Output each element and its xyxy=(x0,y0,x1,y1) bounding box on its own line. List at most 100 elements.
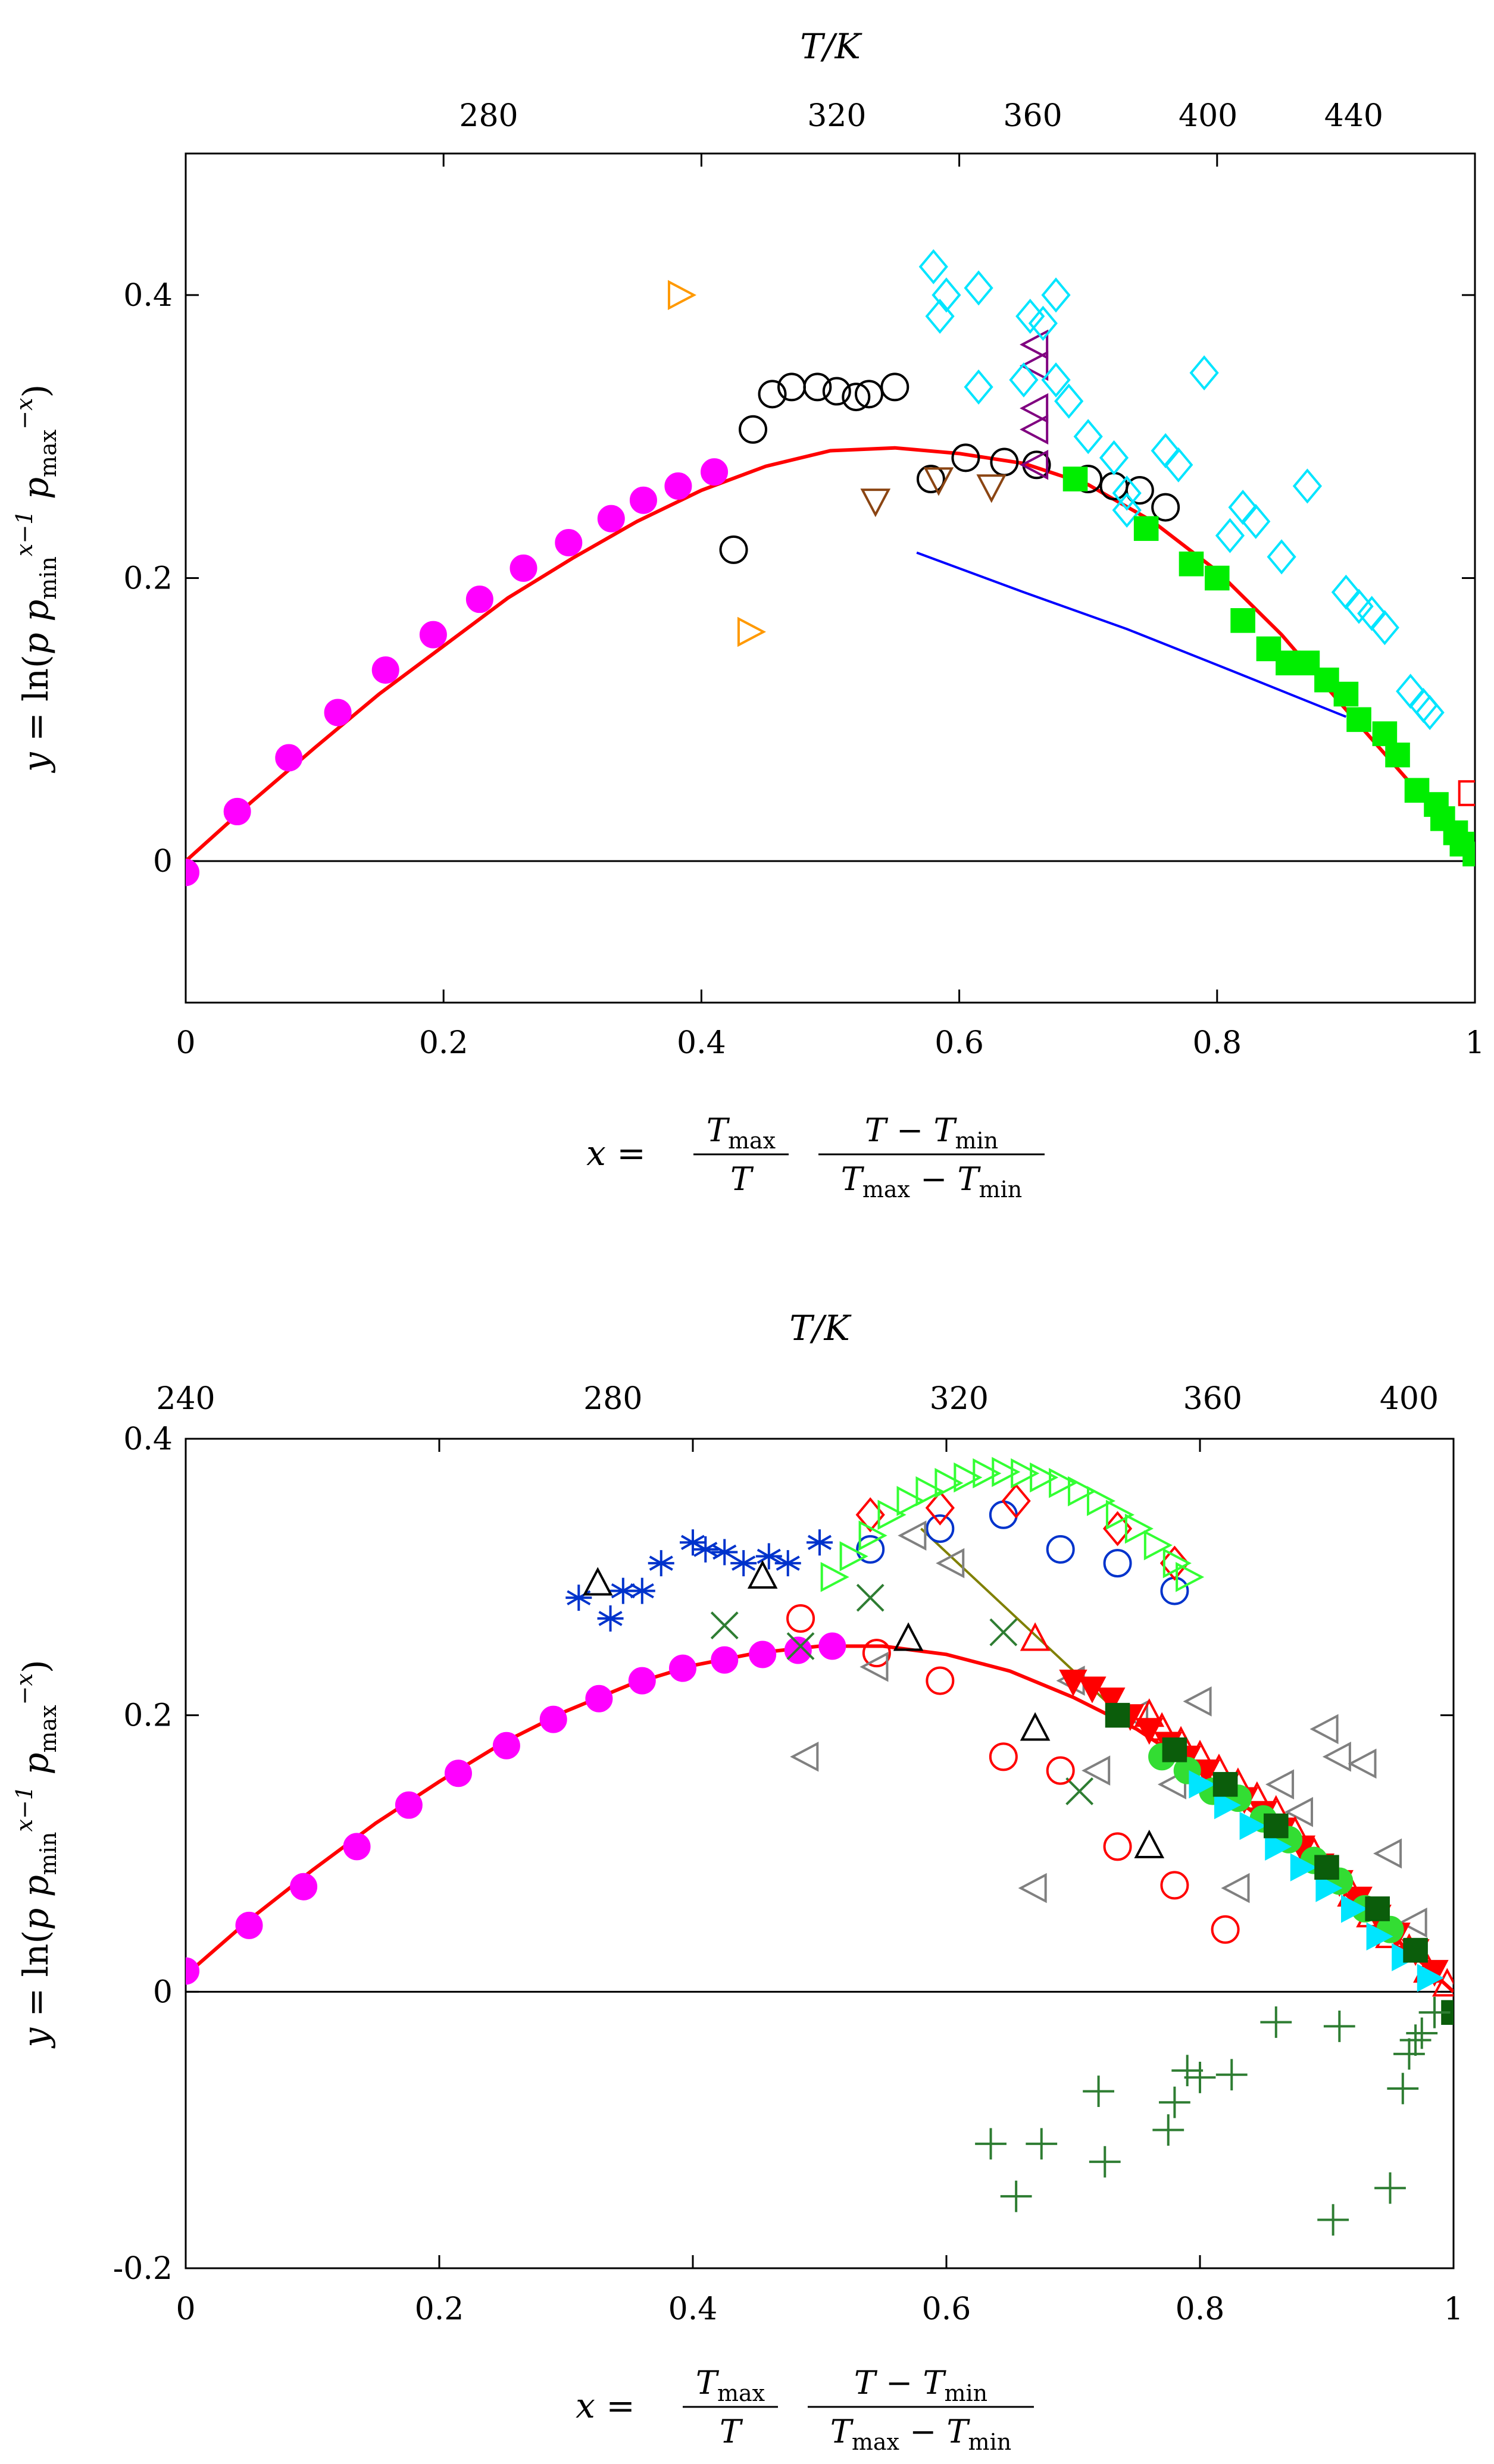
data-point xyxy=(343,1833,371,1861)
series-black-triangles xyxy=(582,1560,1165,1858)
top-tick-label: 400 xyxy=(1380,1381,1439,1417)
data-point xyxy=(1124,1513,1154,1544)
data-point xyxy=(877,1499,907,1530)
data-point xyxy=(1020,329,1049,360)
data-point xyxy=(1105,1499,1135,1530)
x-tick-label: 0.6 xyxy=(934,1025,984,1061)
data-point xyxy=(1049,1468,1078,1498)
data-point xyxy=(790,1742,819,1772)
series-blue-stars xyxy=(565,1529,833,1632)
series-blue-circles xyxy=(856,1500,1189,1605)
data-point xyxy=(1157,1769,1186,1800)
series-magenta xyxy=(186,458,729,887)
data-point xyxy=(880,372,909,402)
data-point xyxy=(923,467,954,496)
data-point xyxy=(597,505,625,533)
data-point xyxy=(186,1957,199,1985)
data-point xyxy=(1432,1968,1454,1997)
data-point xyxy=(582,1567,613,1596)
svg-text:Tmax − Tmin: Tmax − Tmin xyxy=(830,2413,1011,2455)
data-point xyxy=(1211,1915,1240,1944)
series-magenta xyxy=(186,1632,846,1985)
data-point xyxy=(1105,1702,1130,1728)
data-point xyxy=(1189,355,1219,391)
data-point xyxy=(749,1640,777,1668)
data-point xyxy=(701,458,729,486)
data-point xyxy=(1103,1832,1132,1861)
data-point xyxy=(1020,1712,1051,1741)
data-point xyxy=(275,744,303,772)
data-point xyxy=(1290,1853,1317,1881)
data-point xyxy=(444,1759,472,1787)
data-point xyxy=(1059,1669,1087,1696)
data-point xyxy=(807,1529,833,1556)
plot-frame xyxy=(185,152,1476,1004)
data-point xyxy=(1164,447,1193,483)
series-cyan-filled xyxy=(1189,1770,1444,1992)
data-point xyxy=(854,380,883,409)
data-point xyxy=(858,1520,887,1551)
data-point xyxy=(692,1536,719,1563)
y-tick-label: 0.2 xyxy=(123,561,173,597)
data-point xyxy=(1415,694,1445,730)
data-point xyxy=(395,1791,423,1819)
top-tick-label: 320 xyxy=(930,1381,989,1417)
data-point xyxy=(1341,1895,1368,1923)
data-point xyxy=(934,1468,964,1498)
data-point xyxy=(1417,1964,1444,1992)
data-point xyxy=(1215,518,1245,553)
data-point xyxy=(585,1685,613,1712)
data-point xyxy=(1365,1896,1390,1921)
data-point xyxy=(1393,2038,1425,2070)
curve-fit xyxy=(186,446,1475,863)
data-point xyxy=(1171,2055,1204,2087)
svg-text:T − Tmin: T − Tmin xyxy=(865,1112,998,1154)
series-lime-triangles xyxy=(820,1457,1205,1592)
data-point xyxy=(954,1462,983,1493)
data-point xyxy=(1212,1772,1238,1797)
data-point xyxy=(975,2128,1007,2160)
plot-area xyxy=(186,1457,1454,2236)
data-point xyxy=(1159,1545,1190,1581)
data-point xyxy=(1020,350,1049,381)
data-point xyxy=(1265,1832,1292,1861)
y-tick-label: 0.2 xyxy=(123,1698,173,1734)
y-tick-label: 0.4 xyxy=(123,1422,173,1457)
data-point xyxy=(856,1583,884,1612)
data-point xyxy=(1292,468,1323,504)
data-point xyxy=(1001,1483,1031,1519)
x-axis-label: x = Tmax T T − Tmin Tmax − Tmin xyxy=(576,2364,1034,2455)
data-point xyxy=(964,270,993,306)
data-point xyxy=(1314,1855,1339,1880)
data-point xyxy=(747,1560,778,1589)
data-point xyxy=(1387,2072,1419,2105)
top-tick-label: 280 xyxy=(583,1381,642,1417)
data-point xyxy=(1062,466,1088,491)
series-brown-triangles xyxy=(860,467,1007,518)
data-point xyxy=(1284,1796,1313,1827)
data-point xyxy=(597,1605,624,1632)
data-point xyxy=(223,797,251,825)
top-tick-label: 280 xyxy=(459,98,518,134)
data-point xyxy=(1317,2204,1349,2236)
x-tick-label: 0.2 xyxy=(419,1025,468,1061)
data-point xyxy=(989,1618,1018,1646)
data-point xyxy=(818,1632,846,1660)
data-point xyxy=(1366,1922,1393,1951)
plot-frame xyxy=(185,1438,1455,2269)
data-point xyxy=(555,529,583,557)
top-tick-label: 320 xyxy=(807,98,866,134)
data-point xyxy=(1462,841,1475,867)
series-cyan-diamonds xyxy=(918,249,1445,730)
svg-text:Tmax: Tmax xyxy=(707,1112,776,1154)
data-point xyxy=(1112,492,1142,528)
data-point xyxy=(964,369,993,405)
data-point xyxy=(1241,503,1271,539)
data-point xyxy=(1344,588,1374,624)
data-point xyxy=(1260,2006,1292,2038)
data-point xyxy=(664,472,692,500)
y-axis-label: y = ln(p pminx−1 pmax−x) xyxy=(11,384,61,774)
x-tick-label: 0.2 xyxy=(415,2291,464,2327)
data-point xyxy=(1396,674,1426,709)
